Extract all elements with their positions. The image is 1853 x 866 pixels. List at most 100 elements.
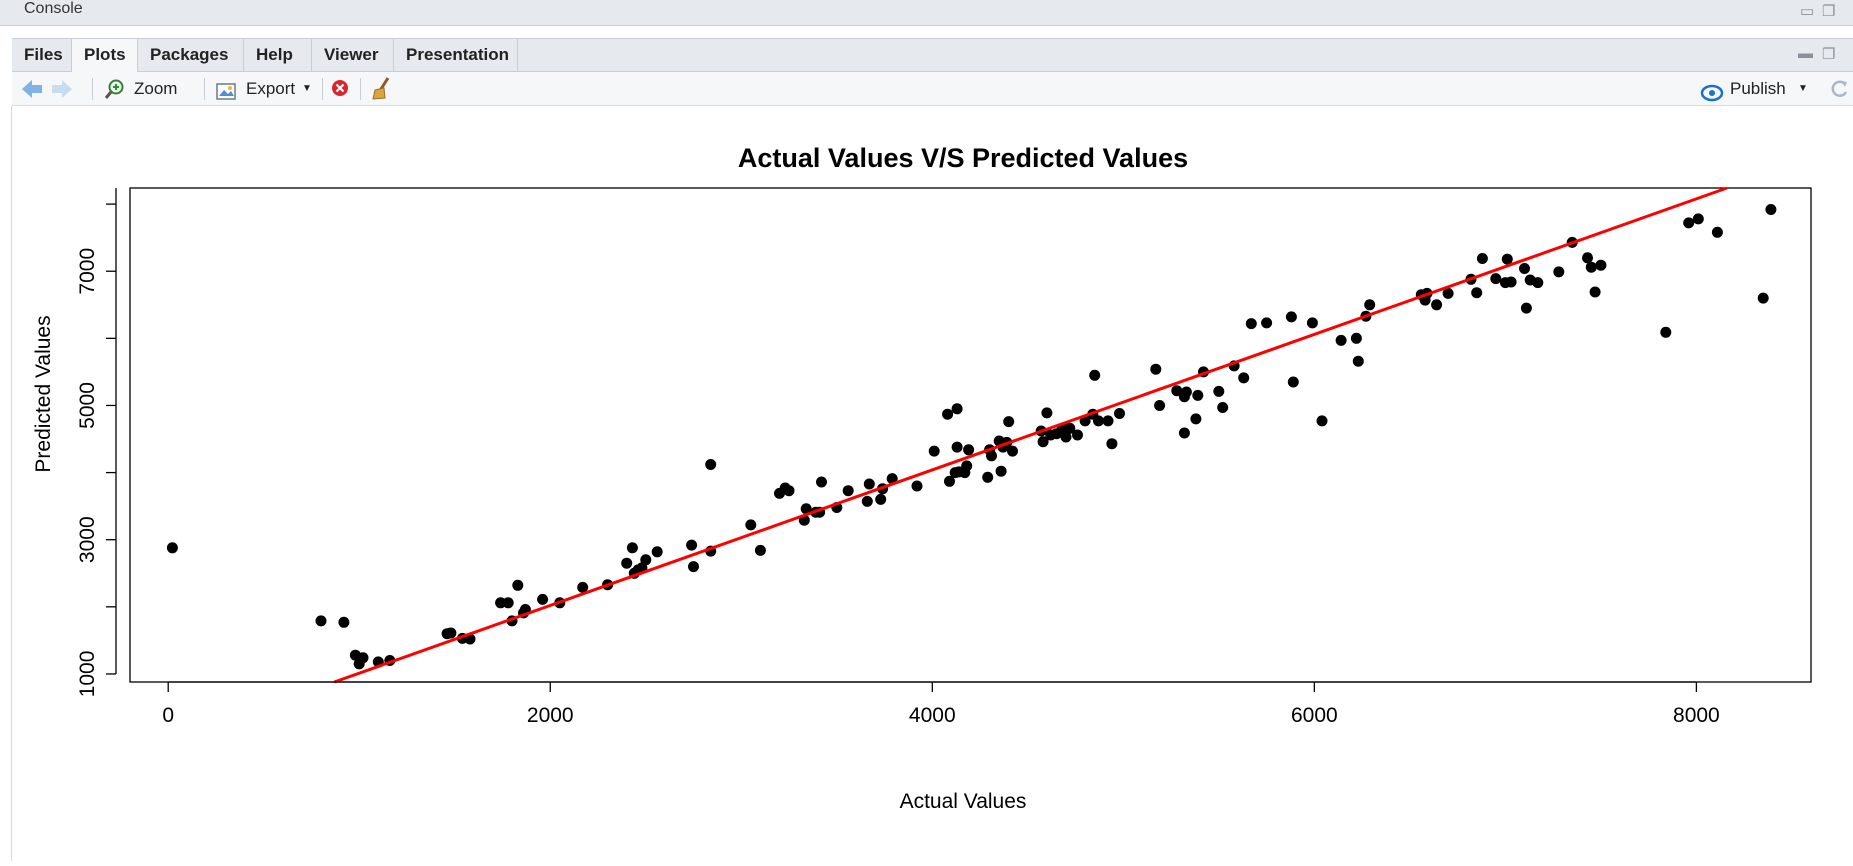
data-point (911, 480, 923, 492)
y-tick-label: 1000 (76, 651, 99, 698)
data-point (982, 471, 994, 483)
data-point (1238, 372, 1250, 384)
pane-left-border (11, 106, 12, 861)
data-point (1352, 355, 1364, 367)
data-point (1476, 253, 1488, 264)
data-point (875, 493, 887, 505)
tab-files[interactable]: Files (12, 39, 72, 72)
data-point (1595, 259, 1607, 271)
data-point (1490, 273, 1502, 285)
x-tick-label: 6000 (1291, 704, 1338, 727)
tab-viewer[interactable]: Viewer (312, 39, 394, 72)
toolbar-divider (204, 78, 205, 100)
data-point (754, 544, 766, 556)
data-point (1589, 286, 1601, 298)
publish-icon (1700, 80, 1724, 114)
data-point (537, 593, 549, 605)
data-point (651, 546, 663, 558)
export-button[interactable]: Export ▼ (216, 72, 316, 106)
data-point (1660, 326, 1672, 338)
data-points (166, 204, 1777, 670)
toolbar-divider (92, 78, 93, 100)
restore-icon[interactable]: ❐ (1822, 3, 1836, 20)
maximize-pane-icon[interactable]: ❐ (1822, 46, 1836, 63)
chart-title: Actual Values V/S Predicted Values (738, 143, 1188, 173)
data-point (1245, 318, 1257, 330)
data-point (1037, 436, 1049, 448)
console-header: Console ▭ ❐ (0, 0, 1853, 26)
data-point (1072, 429, 1083, 441)
x-axis-label: Actual Values (900, 790, 1027, 813)
x-tick-label: 4000 (909, 704, 956, 727)
minimize-icon[interactable]: ▭ (1800, 3, 1815, 20)
tab-plots[interactable]: Plots (72, 39, 138, 73)
plots-toolbar: Zoom Export ▼ (12, 72, 1853, 106)
data-point (1213, 385, 1225, 397)
x-axis: 0 2000 4000 6000 8000 (162, 681, 1720, 727)
zoom-button[interactable]: Zoom (104, 72, 204, 106)
data-point (1007, 445, 1018, 457)
data-point (512, 579, 524, 591)
data-point (626, 542, 638, 554)
y-axis-label: Predicted Values (32, 315, 55, 472)
remove-plot-icon[interactable] (330, 72, 350, 106)
data-point (1532, 277, 1544, 289)
zoom-label: Zoom (134, 79, 178, 98)
export-image-icon (216, 79, 238, 113)
data-point (1150, 363, 1162, 375)
data-point (577, 581, 589, 593)
data-point (1765, 204, 1777, 215)
forward-arrow-icon[interactable] (50, 72, 74, 106)
data-point (1114, 408, 1125, 419)
data-point (445, 627, 457, 639)
data-point (357, 652, 369, 664)
tab-packages[interactable]: Packages (138, 39, 244, 72)
refresh-icon[interactable] (1828, 72, 1850, 106)
data-point (1003, 416, 1015, 428)
scatter-chart: Actual Values V/S Predicted Values 0 2000… (32, 143, 1812, 813)
data-point (1089, 369, 1101, 381)
data-point (1106, 438, 1118, 450)
data-point (621, 557, 633, 569)
data-point (1261, 317, 1273, 329)
data-point (1757, 292, 1769, 304)
x-tick-label: 2000 (527, 704, 574, 727)
data-point (986, 450, 997, 462)
data-point (800, 503, 812, 515)
zoom-magnifier-icon (104, 78, 126, 112)
tab-help[interactable]: Help (244, 39, 312, 72)
toolbar-divider (360, 78, 361, 100)
export-label: Export (246, 79, 296, 98)
toolbar-divider (322, 78, 323, 100)
data-point (944, 475, 955, 487)
data-point (1093, 415, 1104, 427)
data-point (1501, 253, 1513, 265)
pane-tabbar: Files Plots Packages Help Viewer Present… (12, 38, 1853, 73)
x-tick-label: 8000 (1673, 704, 1720, 727)
data-point (686, 539, 698, 551)
data-point (1306, 317, 1318, 329)
data-point (502, 597, 514, 609)
plot-viewer: Actual Values V/S Predicted Values 0 2000… (12, 106, 1853, 861)
tab-presentation[interactable]: Presentation (394, 39, 518, 72)
clear-broom-icon[interactable] (370, 72, 394, 106)
data-point (1692, 213, 1704, 225)
data-point (1442, 287, 1454, 299)
data-point (1102, 415, 1114, 427)
back-arrow-icon[interactable] (20, 72, 44, 106)
data-point (688, 561, 699, 573)
data-point (1431, 299, 1443, 311)
minimize-pane-icon[interactable]: ▬ (1798, 45, 1813, 62)
data-point (1519, 263, 1530, 274)
export-caret-icon: ▼ (302, 83, 312, 94)
publish-button[interactable]: Publish ▼ (1700, 72, 1810, 106)
data-point (783, 485, 795, 497)
data-point (1683, 217, 1695, 229)
data-point (1192, 389, 1204, 401)
data-point (995, 465, 1007, 477)
console-title: Console (24, 0, 83, 17)
data-point (1520, 302, 1532, 314)
data-point (166, 542, 178, 554)
data-point (1582, 252, 1593, 264)
data-point (951, 441, 963, 453)
